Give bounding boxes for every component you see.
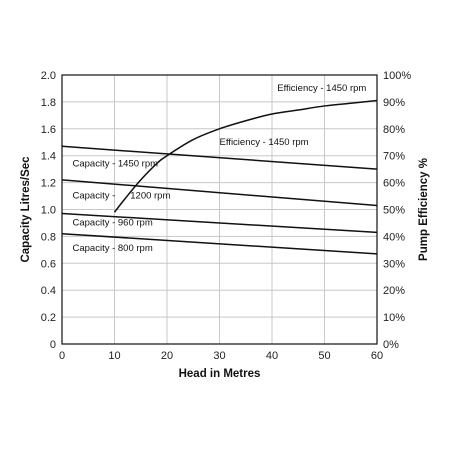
y-axis-title: Capacity Litres/Sec [20, 156, 32, 263]
y2-axis-title: Pump Efficiency % [418, 158, 430, 261]
y2-tick-label: 80% [383, 124, 405, 136]
series-annotation: Capacity - [73, 191, 116, 202]
series-line-efficiency-1450-rpm [113, 99, 378, 213]
y-tick-label: 0.2 [41, 312, 56, 324]
series-annotation: Capacity - 1450 rpm [73, 158, 159, 169]
x-tick-label: 10 [108, 350, 120, 362]
series-annotation: Efficiency - 1450 rpm [220, 137, 309, 148]
grid-layer [61, 74, 378, 345]
x-tick-label: 0 [59, 350, 65, 362]
y2-tick-label: 10% [383, 312, 405, 324]
series-line-capacity-800-rpm [61, 232, 378, 255]
y-tick-label: 1.6 [41, 124, 56, 136]
x-tick-label: 20 [161, 350, 173, 362]
y-tick-label: 1.0 [41, 205, 56, 217]
y-tick-label: 0.4 [41, 285, 56, 297]
y2-tick-label: 100% [383, 70, 411, 82]
y2-tick-label: 90% [383, 97, 405, 109]
y-tick-label: 1.4 [41, 151, 56, 163]
y-tick-label: 1.8 [41, 97, 56, 109]
series-annotation: Capacity - 800 rpm [73, 243, 153, 254]
tick-labels: 0 10 20 30 40 50 60 0 0.2 0.4 0.6 0.8 1.0 1.2 1.4 1.6 1.… [41, 70, 412, 362]
y-tick-label: 0 [50, 339, 56, 351]
series-annotation: Capacity - 960 rpm [73, 218, 153, 229]
x-tick-label: 30 [213, 350, 225, 362]
y2-tick-label: 40% [383, 231, 405, 243]
x-axis-title: Head in Metres [179, 368, 261, 380]
x-tick-label: 60 [371, 350, 383, 362]
x-tick-label: 40 [266, 350, 278, 362]
series-line-capacity-960-rpm [61, 212, 378, 234]
y-tick-label: 2.0 [41, 70, 56, 82]
series-line-capacity-1450-rpm [61, 145, 378, 170]
x-tick-label: 50 [318, 350, 330, 362]
plot-frame [61, 74, 378, 345]
y2-tick-label: 30% [383, 258, 405, 270]
series-annotation: 1200 rpm [130, 191, 170, 202]
series-line-capacity-1200-rpm [61, 179, 378, 207]
y2-tick-label: 0% [383, 339, 399, 351]
y2-tick-label: 50% [383, 205, 405, 217]
y2-tick-label: 20% [383, 285, 405, 297]
y2-tick-label: 60% [383, 178, 405, 190]
y-tick-label: 0.6 [41, 258, 56, 270]
series-layer [61, 99, 378, 255]
y2-tick-label: 70% [383, 151, 405, 163]
y-tick-label: 1.2 [41, 178, 56, 190]
series-annotation: Efficiency - 1450 rpm [277, 83, 366, 94]
annotations: Efficiency - 1450 rpm Efficiency - 1450 r… [73, 83, 367, 254]
y-tick-label: 0.8 [41, 231, 56, 243]
